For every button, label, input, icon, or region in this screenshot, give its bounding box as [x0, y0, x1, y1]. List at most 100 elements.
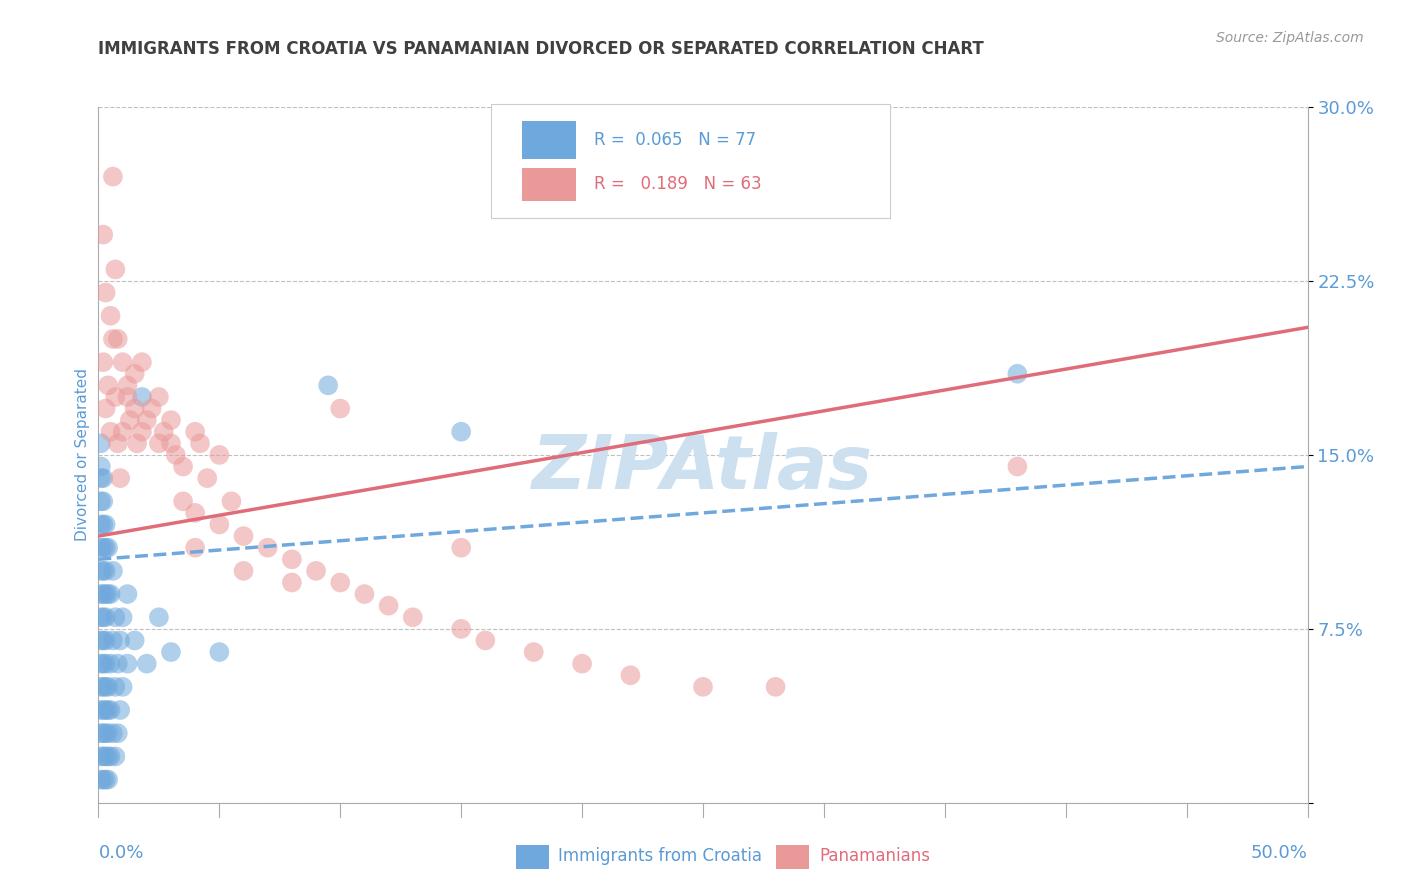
- Point: [188, 436, 211, 450]
- Point: [450, 622, 472, 636]
- Point: [131, 355, 153, 369]
- Point: [377, 599, 399, 613]
- Point: [100, 749, 122, 764]
- Point: [90, 564, 112, 578]
- Point: [91, 587, 114, 601]
- Point: [232, 564, 254, 578]
- Point: [107, 332, 129, 346]
- Bar: [516, 845, 550, 869]
- Point: [571, 657, 593, 671]
- Point: [97, 541, 120, 555]
- Point: [91, 610, 114, 624]
- Point: [208, 645, 231, 659]
- Point: [148, 436, 170, 450]
- Point: [101, 169, 124, 184]
- Point: [232, 529, 254, 543]
- Point: [111, 355, 134, 369]
- Point: [90, 726, 112, 740]
- Point: [101, 633, 124, 648]
- Point: [97, 587, 120, 601]
- Point: [104, 262, 127, 277]
- Point: [117, 390, 139, 404]
- Point: [97, 749, 120, 764]
- Text: 50.0%: 50.0%: [1251, 845, 1308, 863]
- Point: [90, 471, 112, 485]
- Point: [100, 703, 122, 717]
- Point: [94, 517, 117, 532]
- Point: [450, 541, 472, 555]
- Point: [91, 564, 114, 578]
- Point: [108, 633, 131, 648]
- Point: [91, 680, 114, 694]
- Point: [765, 680, 787, 694]
- Point: [124, 401, 146, 416]
- Text: ZIPAtlas: ZIPAtlas: [533, 433, 873, 506]
- Point: [91, 726, 114, 740]
- Point: [281, 575, 304, 590]
- Point: [160, 413, 183, 427]
- Point: [208, 448, 231, 462]
- Point: [117, 657, 139, 671]
- Point: [90, 494, 112, 508]
- Point: [91, 633, 114, 648]
- Point: [108, 703, 131, 717]
- Point: [94, 726, 117, 740]
- FancyBboxPatch shape: [492, 103, 890, 219]
- Point: [172, 494, 194, 508]
- Point: [94, 703, 117, 717]
- Point: [90, 517, 112, 532]
- Point: [107, 657, 129, 671]
- Point: [90, 772, 112, 787]
- Point: [104, 749, 127, 764]
- Text: Source: ZipAtlas.com: Source: ZipAtlas.com: [1216, 31, 1364, 45]
- Point: [90, 657, 112, 671]
- Point: [316, 378, 339, 392]
- Point: [195, 471, 218, 485]
- Text: 0.0%: 0.0%: [98, 845, 143, 863]
- Point: [94, 633, 117, 648]
- Point: [104, 390, 127, 404]
- Point: [281, 552, 304, 566]
- Point: [135, 657, 157, 671]
- Point: [523, 645, 546, 659]
- Point: [91, 227, 114, 242]
- Point: [160, 436, 183, 450]
- Point: [141, 401, 163, 416]
- Point: [165, 448, 187, 462]
- Point: [91, 541, 114, 555]
- Point: [100, 657, 122, 671]
- Point: [124, 367, 146, 381]
- Point: [692, 680, 714, 694]
- Point: [160, 645, 183, 659]
- Text: IMMIGRANTS FROM CROATIA VS PANAMANIAN DIVORCED OR SEPARATED CORRELATION CHART: IMMIGRANTS FROM CROATIA VS PANAMANIAN DI…: [98, 40, 984, 58]
- Text: Panamanians: Panamanians: [820, 847, 931, 865]
- Point: [148, 610, 170, 624]
- Point: [94, 401, 117, 416]
- Point: [91, 657, 114, 671]
- Point: [111, 680, 134, 694]
- Text: R =   0.189   N = 63: R = 0.189 N = 63: [595, 175, 762, 194]
- Point: [131, 425, 153, 439]
- Point: [101, 726, 124, 740]
- Point: [208, 517, 231, 532]
- Bar: [522, 121, 576, 159]
- Point: [127, 436, 149, 450]
- Point: [94, 285, 117, 300]
- Point: [172, 459, 194, 474]
- Point: [97, 703, 120, 717]
- Point: [91, 749, 114, 764]
- Point: [94, 680, 117, 694]
- Point: [97, 680, 120, 694]
- Text: R =  0.065   N = 77: R = 0.065 N = 77: [595, 131, 756, 149]
- Point: [329, 401, 352, 416]
- Point: [108, 471, 131, 485]
- Point: [94, 772, 117, 787]
- Point: [117, 378, 139, 392]
- Bar: [776, 845, 810, 869]
- Point: [90, 633, 112, 648]
- Y-axis label: Divorced or Separated: Divorced or Separated: [75, 368, 90, 541]
- Point: [90, 436, 112, 450]
- Point: [474, 633, 496, 648]
- Point: [94, 610, 117, 624]
- Point: [94, 541, 117, 555]
